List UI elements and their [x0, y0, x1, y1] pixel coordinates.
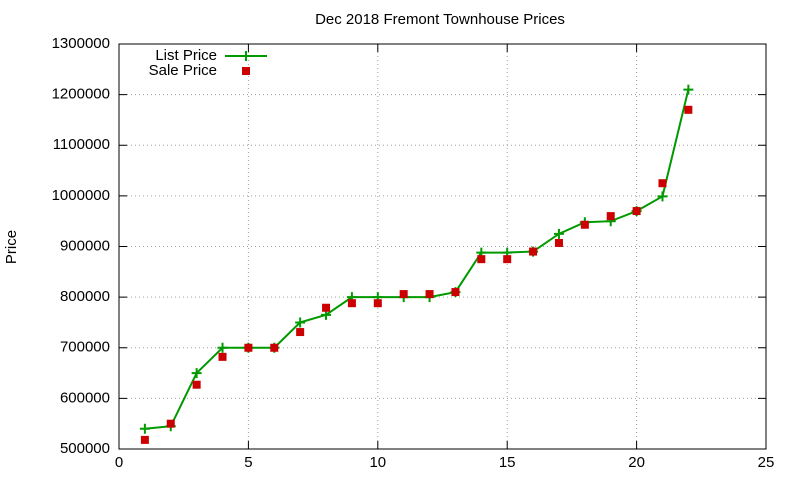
data-point — [425, 290, 434, 299]
legend-label: List Price — [155, 47, 217, 64]
data-point — [192, 380, 201, 389]
data-point — [244, 343, 253, 352]
data-point — [529, 247, 538, 256]
legend-marker — [241, 51, 251, 61]
data-point — [166, 419, 175, 428]
data-point — [191, 368, 202, 379]
data-point — [399, 290, 408, 299]
data-point — [683, 84, 694, 95]
data-point — [554, 238, 563, 247]
series-line — [144, 89, 690, 430]
y-tick-label: 900000 — [60, 237, 110, 254]
data-point — [657, 191, 668, 202]
y-tick-label: 1200000 — [52, 86, 110, 103]
x-tick-label: 25 — [758, 454, 775, 471]
y-tick-label: 1100000 — [53, 136, 110, 153]
data-point — [477, 255, 486, 264]
y-tick-label: 800000 — [60, 288, 110, 305]
data-point — [140, 435, 149, 444]
data-point — [606, 212, 615, 221]
legend-label: Sale Price — [149, 62, 217, 79]
data-point — [632, 207, 641, 216]
y-tick-label: 600000 — [60, 389, 110, 406]
data-point — [295, 317, 306, 328]
x-tick-label: 0 — [115, 454, 123, 471]
data-point — [296, 328, 305, 337]
x-tick-label: 10 — [369, 454, 386, 471]
y-tick-label: 500000 — [60, 440, 110, 457]
data-point — [217, 342, 228, 353]
data-point — [451, 288, 460, 297]
x-tick-label: 20 — [628, 454, 645, 471]
data-point — [322, 303, 331, 312]
data-point — [270, 343, 279, 352]
data-point — [684, 105, 693, 114]
data-point — [347, 299, 356, 308]
chart-title: Dec 2018 Fremont Townhouse Prices — [315, 11, 565, 28]
plot-border — [118, 43, 767, 450]
x-tick-label: 5 — [244, 454, 252, 471]
y-axis-label: Price — [3, 230, 20, 264]
y-tick-label: 1300000 — [52, 35, 110, 52]
data-point — [580, 220, 589, 229]
data-point — [658, 179, 667, 188]
data-point — [139, 423, 150, 434]
data-point — [503, 255, 512, 264]
y-tick-label: 1000000 — [52, 187, 110, 204]
y-tick-label: 700000 — [60, 339, 110, 356]
x-tick-label: 15 — [499, 454, 516, 471]
data-point — [553, 228, 564, 239]
data-point — [373, 299, 382, 308]
legend-marker — [242, 67, 250, 75]
data-point — [218, 352, 227, 361]
